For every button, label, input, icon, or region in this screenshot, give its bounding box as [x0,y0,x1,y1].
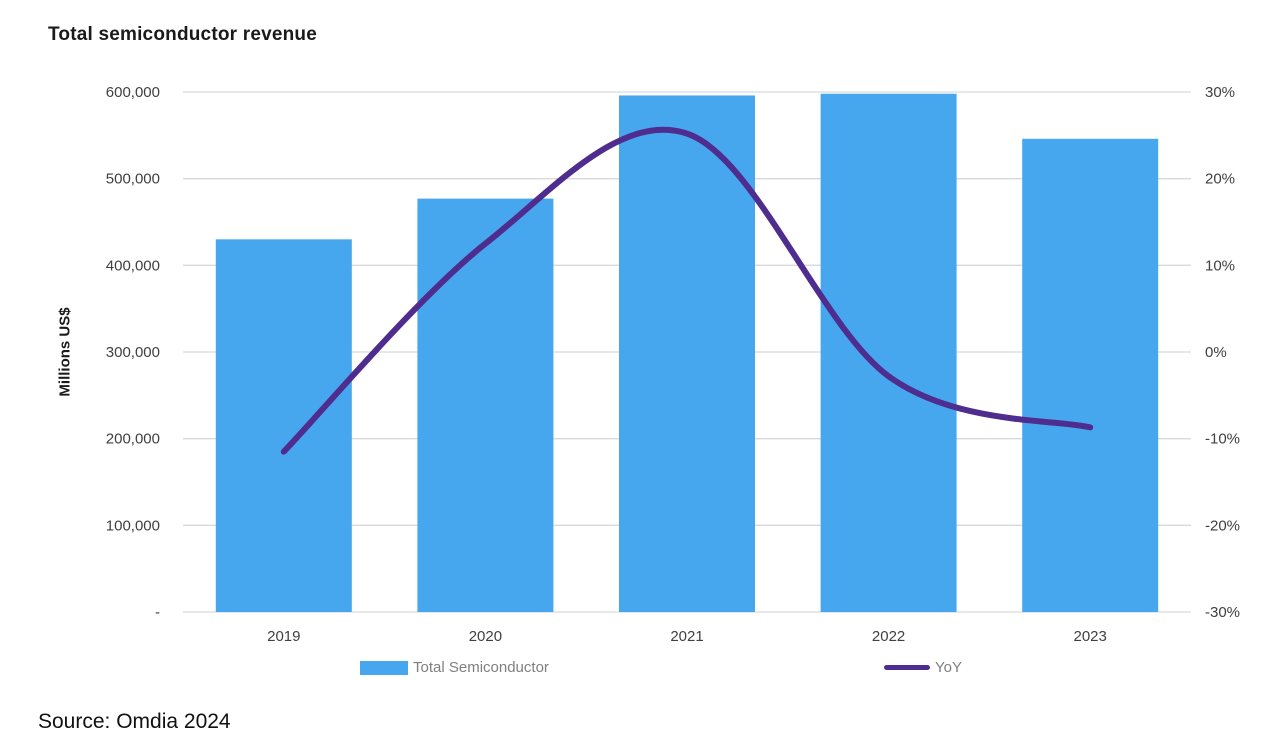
bar-2022 [820,93,957,612]
left-axis-tick-label: 300,000 [106,344,160,361]
yoy-line [280,126,1094,455]
left-axis-tick-label: - [155,604,160,621]
bar-2021 [619,95,755,612]
right-axis-tick-label: 20% [1205,171,1235,188]
source-note: Source: Omdia 2024 [38,710,231,733]
left-axis-tick-label: 500,000 [106,171,160,188]
left-axis-tick-label: 600,000 [106,84,160,101]
left-axis-tick-label: 100,000 [106,517,160,534]
x-axis-tick-label: 2020 [469,628,502,645]
bar-2020 [417,198,554,612]
x-axis-tick-label: 2022 [872,628,905,645]
x-axis-tick-label: 2019 [267,628,300,645]
right-axis-tick-label: 30% [1205,84,1235,101]
right-axis-tick-label: 0% [1205,344,1227,361]
left-axis-tick-label: 400,000 [106,257,160,274]
right-axis-tick-label: -20% [1205,517,1240,534]
bar-2023 [1022,138,1159,613]
legend-line-label: YoY [935,659,962,676]
chart-title: Total semiconductor revenue [48,24,317,45]
left-axis-tick-label: 200,000 [106,431,160,448]
legend-bar-label: Total Semiconductor [413,659,549,676]
line-series-swatch [884,665,930,670]
legend-item-total-semiconductor: Total Semiconductor [360,659,549,676]
bar-series-swatch [360,660,408,675]
right-axis-tick-label: -30% [1205,604,1240,621]
bar-2019 [215,239,352,613]
right-axis-tick-label: 10% [1205,257,1235,274]
plot-area: 600,000 30% 500,000 20% 400,000 10% 300,000 0% 2… [106,84,1240,645]
right-axis-tick-label: -10% [1205,431,1240,448]
x-axis-tick-label: 2021 [670,628,703,645]
x-axis-tick-label: 2023 [1074,628,1107,645]
legend-item-yoy: YoY [884,659,962,676]
